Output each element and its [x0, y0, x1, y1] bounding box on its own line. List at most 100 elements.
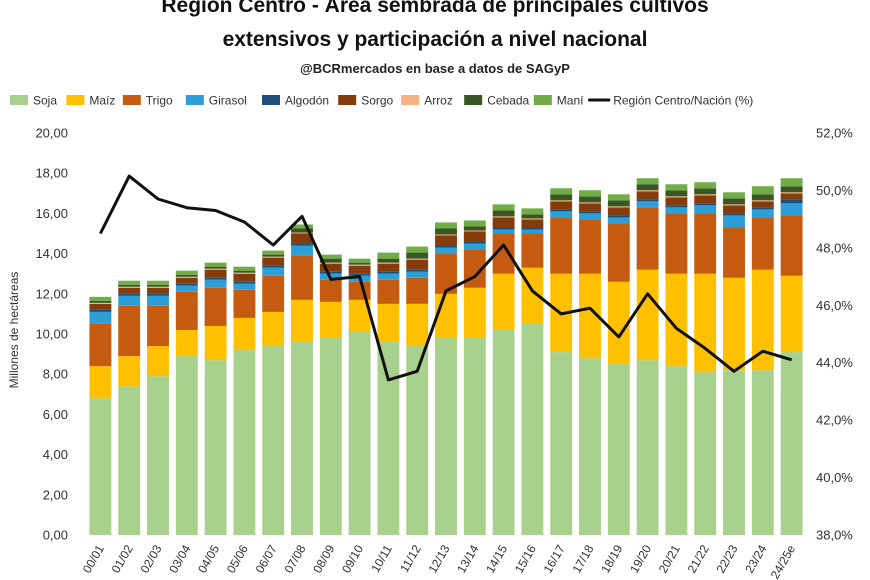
- bar-segment: [118, 386, 141, 535]
- bar-segment: [550, 201, 573, 210]
- bar-segment: [492, 227, 515, 230]
- x-tick-label: 08/09: [310, 542, 337, 575]
- bar-segment: [147, 376, 169, 535]
- bar-segment: [262, 275, 285, 312]
- bar-segment: [751, 370, 774, 535]
- legend-label: Girasol: [209, 94, 247, 108]
- legend-label: Región Centro/Nación (%): [613, 94, 753, 108]
- bar-segment: [435, 245, 457, 248]
- legend-swatch: [401, 95, 420, 105]
- bar-segment: [147, 293, 169, 296]
- bar-segment: [175, 277, 198, 284]
- bar-segment: [550, 194, 573, 201]
- x-tick-label: 13/14: [454, 542, 481, 575]
- legend-item: Cebada: [464, 94, 530, 108]
- legend-label: Maíz: [89, 94, 115, 108]
- bar-segment: [521, 323, 544, 535]
- bar-segment: [521, 208, 544, 215]
- bar-segment: [377, 258, 400, 263]
- bar-segment: [233, 266, 256, 271]
- bar-segment: [751, 207, 774, 210]
- bar-segment: [406, 269, 429, 272]
- bar-segment: [694, 213, 717, 274]
- bar-segment: [89, 309, 112, 312]
- legend-item: Sorgo: [338, 94, 394, 108]
- bar-segment: [89, 302, 112, 304]
- bar-segment: [607, 217, 630, 224]
- bar-segment: [291, 243, 313, 246]
- bar-segment: [751, 217, 774, 270]
- legend-label: Cebada: [487, 94, 529, 108]
- bar-segment: [694, 194, 717, 196]
- x-tick-label: 16/17: [541, 542, 568, 575]
- bar-segment: [550, 200, 573, 202]
- bar-segment: [377, 271, 400, 274]
- y-tick-label: 2,00: [43, 487, 68, 502]
- bar-segment: [291, 342, 313, 535]
- bar-segment: [377, 303, 400, 343]
- bar-segment: [463, 241, 486, 244]
- bar-segment: [636, 184, 659, 191]
- legend-label: Arroz: [424, 94, 453, 108]
- bar-segment: [233, 270, 256, 273]
- bar-segment: [175, 283, 198, 286]
- x-tick-label: 18/19: [598, 542, 625, 575]
- bar-segment: [233, 283, 256, 290]
- x-tick-label: 07/08: [281, 542, 308, 575]
- bar-segment: [521, 229, 544, 234]
- bar-segment: [723, 215, 745, 228]
- x-tick-label: 09/10: [339, 542, 366, 575]
- bar-segment: [463, 287, 486, 339]
- bar-segment: [579, 219, 601, 274]
- bar-segment: [348, 331, 371, 535]
- bar-segment: [89, 398, 112, 535]
- chart-title-line-1: Región Centro - Área sembrada de princip…: [161, 0, 708, 17]
- bar-segment: [492, 273, 515, 330]
- bar-segment: [204, 279, 227, 288]
- bar-segment: [147, 284, 169, 287]
- bar-segment: [406, 303, 429, 347]
- bar-segment: [492, 329, 515, 535]
- bar-segment: [723, 192, 745, 199]
- bar-segment: [204, 269, 227, 278]
- bar-segment: [579, 273, 601, 359]
- x-tick-label: 12/13: [425, 542, 452, 575]
- y2-tick-label: 44,0%: [816, 355, 853, 370]
- bar-segment: [291, 224, 313, 229]
- bar-segment: [262, 257, 285, 266]
- bar-segment: [406, 259, 429, 270]
- bar-segment: [492, 233, 515, 274]
- y-tick-label: 10,00: [35, 327, 68, 342]
- bar-segment: [579, 213, 601, 220]
- bar-segment: [723, 198, 745, 205]
- bar-segment: [579, 190, 601, 197]
- x-tick-label: 05/06: [224, 542, 251, 575]
- bar-segment: [118, 305, 141, 357]
- bar-segment: [233, 272, 256, 274]
- line-series: [99, 174, 793, 382]
- bar-segment: [175, 276, 198, 278]
- line-series-path: [99, 174, 793, 382]
- x-tick-label: 11/12: [397, 542, 424, 575]
- y-tick-label: 18,00: [35, 166, 68, 181]
- y-tick-label: 20,00: [35, 126, 68, 141]
- bar-segment: [262, 265, 285, 268]
- y-tick-label: 6,00: [43, 407, 68, 422]
- legend-item: Arroz: [401, 94, 453, 108]
- bar-segment: [521, 227, 544, 230]
- bar-segment: [550, 352, 573, 535]
- bar-segment: [348, 258, 371, 263]
- bar-segment: [607, 194, 630, 201]
- x-tick-label: 17/18: [569, 542, 596, 575]
- bar-segment: [147, 287, 169, 294]
- bar-segment: [406, 258, 429, 260]
- y-axis-left: 0,00 2,00 4,00 6,00 8,00 10,00 12,00 14,00 16,00…: [35, 126, 68, 543]
- bar-segment: [118, 295, 141, 306]
- legend-item: Algodón: [262, 94, 329, 108]
- chart-subtitle: @BCRmercados en base a datos de SAGyP: [300, 61, 570, 76]
- legend-swatch: [338, 95, 357, 105]
- legend-item: Soja: [10, 94, 57, 108]
- bar-segment: [348, 299, 371, 332]
- bar-segment: [89, 366, 112, 399]
